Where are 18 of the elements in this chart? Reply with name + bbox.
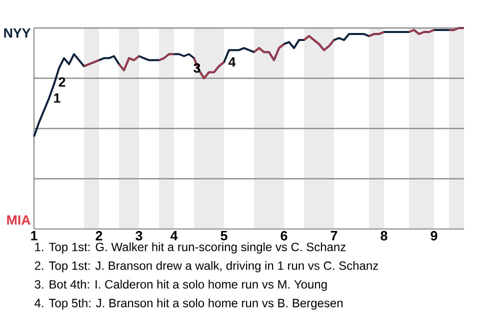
x-tick-label: 3 [136, 231, 142, 240]
x-tick-label: 1 [31, 231, 38, 240]
text: MIA [7, 215, 30, 225]
x-tick-label: 4 [170, 231, 178, 240]
text: 3. Bot 4th: I. Calderon hit a solo home run vs M. Young [34, 280, 327, 291]
annotation: 1 [54, 93, 60, 103]
text: 1. Top 1st: G. Walker hit a run-scoring single vs C. Schanz [35, 242, 346, 254]
x-tick-label: 8 [380, 231, 388, 240]
x-tick-label: 5 [220, 231, 228, 240]
annotation: 4 [228, 57, 236, 67]
x-tick-label: 9 [430, 231, 438, 240]
x-tick-label: 2 [96, 231, 102, 240]
annotation: 2 [58, 77, 66, 87]
text: 2. Top 1st: J. Branson drew a walk, driving in 1 run vs C. Schanz [34, 261, 378, 272]
x-tick-label: 7 [330, 231, 338, 240]
text: NYY [4, 28, 31, 38]
x-tick-label: 6 [280, 231, 288, 240]
text: 4. Top 5th: J. Branson hit a solo home run vs B. Bergesen [34, 298, 343, 310]
